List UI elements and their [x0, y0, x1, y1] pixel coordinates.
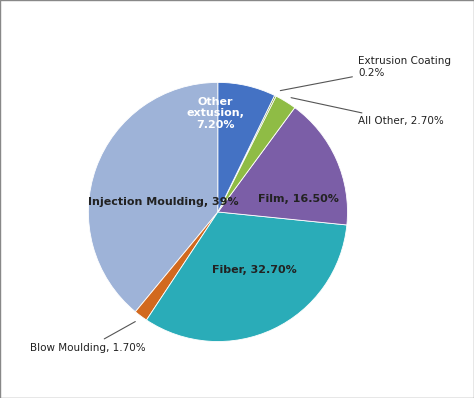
Wedge shape	[146, 212, 347, 341]
Text: Film, 16.50%: Film, 16.50%	[258, 194, 339, 204]
Wedge shape	[88, 82, 218, 312]
Text: Blow Moulding, 1.70%: Blow Moulding, 1.70%	[30, 322, 146, 353]
Text: Other
extusion,
7.20%: Other extusion, 7.20%	[186, 97, 244, 130]
Text: Fiber, 32.70%: Fiber, 32.70%	[212, 265, 297, 275]
Wedge shape	[218, 96, 295, 212]
Wedge shape	[136, 212, 218, 320]
Text: All Other, 2.70%: All Other, 2.70%	[291, 98, 444, 126]
Wedge shape	[218, 107, 347, 225]
Wedge shape	[218, 96, 276, 212]
Text: Injection Moulding, 39%: Injection Moulding, 39%	[88, 197, 239, 207]
Wedge shape	[218, 82, 274, 212]
Text: Extrusion Coating
0.2%: Extrusion Coating 0.2%	[280, 56, 451, 91]
